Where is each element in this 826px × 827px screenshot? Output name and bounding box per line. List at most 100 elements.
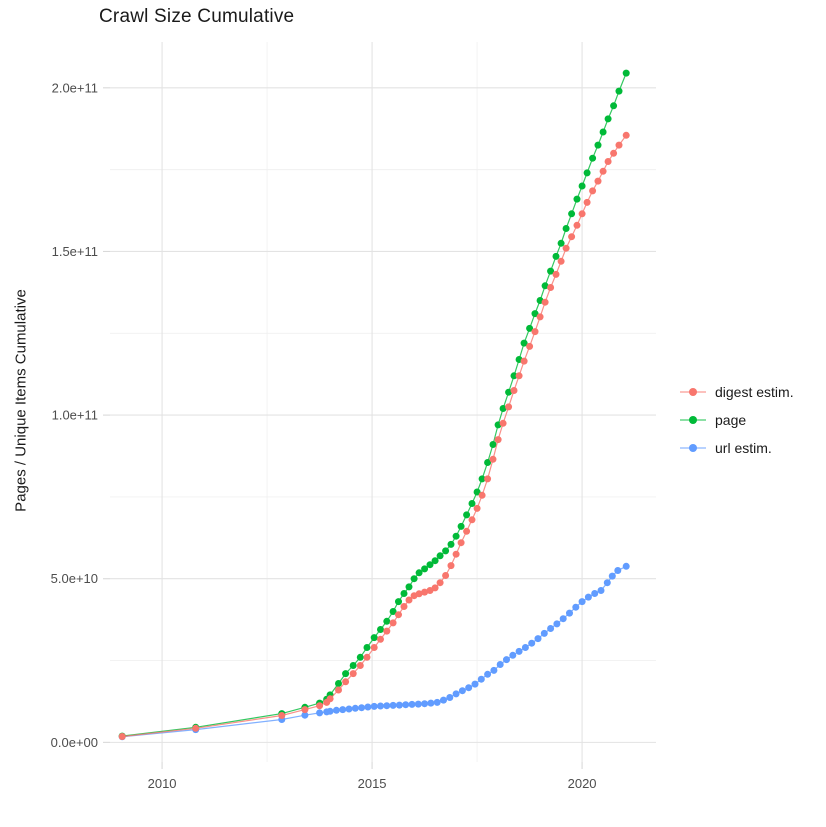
data-point [345, 705, 353, 713]
major-gridlines [110, 42, 656, 762]
data-point [400, 603, 408, 610]
data-point [465, 684, 473, 692]
data-point [383, 627, 391, 635]
data-point [494, 436, 502, 444]
data-point [503, 656, 510, 664]
data-point [363, 653, 371, 661]
data-point [583, 198, 591, 206]
point-icon [689, 444, 697, 452]
data-point [622, 562, 630, 570]
data-point [473, 504, 481, 512]
data-point [457, 522, 465, 530]
data-point [316, 709, 324, 717]
data-point [364, 703, 372, 711]
data-point [566, 609, 573, 617]
data-point [349, 670, 357, 678]
data-point [410, 575, 418, 583]
data-point [484, 459, 492, 466]
data-point [383, 702, 391, 710]
data-point [597, 587, 605, 594]
data-point [608, 572, 616, 580]
data-point [463, 511, 471, 519]
data-point [457, 539, 465, 547]
x-tick-label: 2020 [568, 776, 597, 791]
data-point [395, 701, 403, 709]
data-point [510, 387, 518, 394]
data-point [515, 647, 523, 655]
data-point [572, 603, 580, 611]
data-point [342, 678, 350, 686]
legend-item-digest-estim: digest estim. [680, 378, 794, 406]
data-point [370, 644, 378, 651]
data-point [489, 455, 497, 463]
data-point [559, 615, 567, 623]
y-tick-label: 1.5e+11 [52, 244, 98, 259]
data-point [541, 282, 549, 290]
data-point [427, 699, 435, 707]
data-point [573, 195, 581, 203]
data-point [405, 596, 413, 604]
data-point [578, 210, 586, 218]
data-point [484, 670, 492, 678]
data-point [405, 583, 413, 591]
data-point [395, 611, 402, 619]
data-point [526, 342, 534, 350]
data-point [431, 584, 439, 592]
data-point [363, 644, 371, 651]
data-point [578, 182, 586, 190]
data-point [414, 700, 422, 708]
data-series-layer [118, 69, 630, 741]
data-point [442, 572, 450, 579]
data-point [615, 87, 623, 95]
data-point [421, 588, 429, 596]
data-point [521, 644, 529, 651]
data-point [510, 372, 518, 380]
data-point [505, 403, 513, 411]
data-point [599, 128, 607, 136]
data-point [526, 324, 534, 332]
data-point [389, 619, 397, 627]
data-point [421, 700, 429, 708]
legend-key-digest [680, 385, 706, 399]
data-point [468, 500, 476, 507]
data-point [402, 701, 410, 709]
legend: digest estim. page url estim. [680, 378, 794, 462]
data-point [604, 158, 612, 165]
series-line [122, 565, 627, 738]
data-point [478, 475, 486, 483]
data-point [591, 590, 599, 597]
legend-item-url-estim: url estim. [680, 434, 794, 462]
data-point [415, 569, 423, 577]
data-point [552, 252, 560, 260]
x-tick-label: 2015 [358, 776, 387, 791]
data-point [589, 187, 597, 195]
series-url-estim- [118, 562, 630, 741]
data-point [536, 313, 544, 321]
data-point [408, 700, 416, 708]
data-point [553, 620, 561, 628]
data-point [433, 698, 441, 706]
data-point [562, 225, 570, 232]
data-point [520, 339, 528, 347]
data-point [389, 608, 397, 615]
data-point [541, 298, 549, 306]
data-point [471, 680, 479, 688]
data-point [531, 310, 539, 318]
data-point [496, 661, 504, 668]
data-point [395, 598, 402, 606]
data-point [499, 419, 507, 427]
series-page [118, 69, 630, 740]
data-point [490, 666, 498, 674]
data-point [301, 706, 309, 714]
data-point [332, 706, 340, 714]
data-point [370, 634, 378, 642]
data-point [356, 653, 364, 661]
data-point [335, 680, 342, 687]
chart-title: Crawl Size Cumulative [99, 6, 295, 27]
data-point [447, 562, 455, 570]
point-icon [689, 388, 697, 396]
y-tick-label: 0.0e+00 [51, 735, 98, 750]
data-point [442, 547, 450, 555]
data-point [604, 115, 612, 123]
data-point [326, 707, 334, 715]
